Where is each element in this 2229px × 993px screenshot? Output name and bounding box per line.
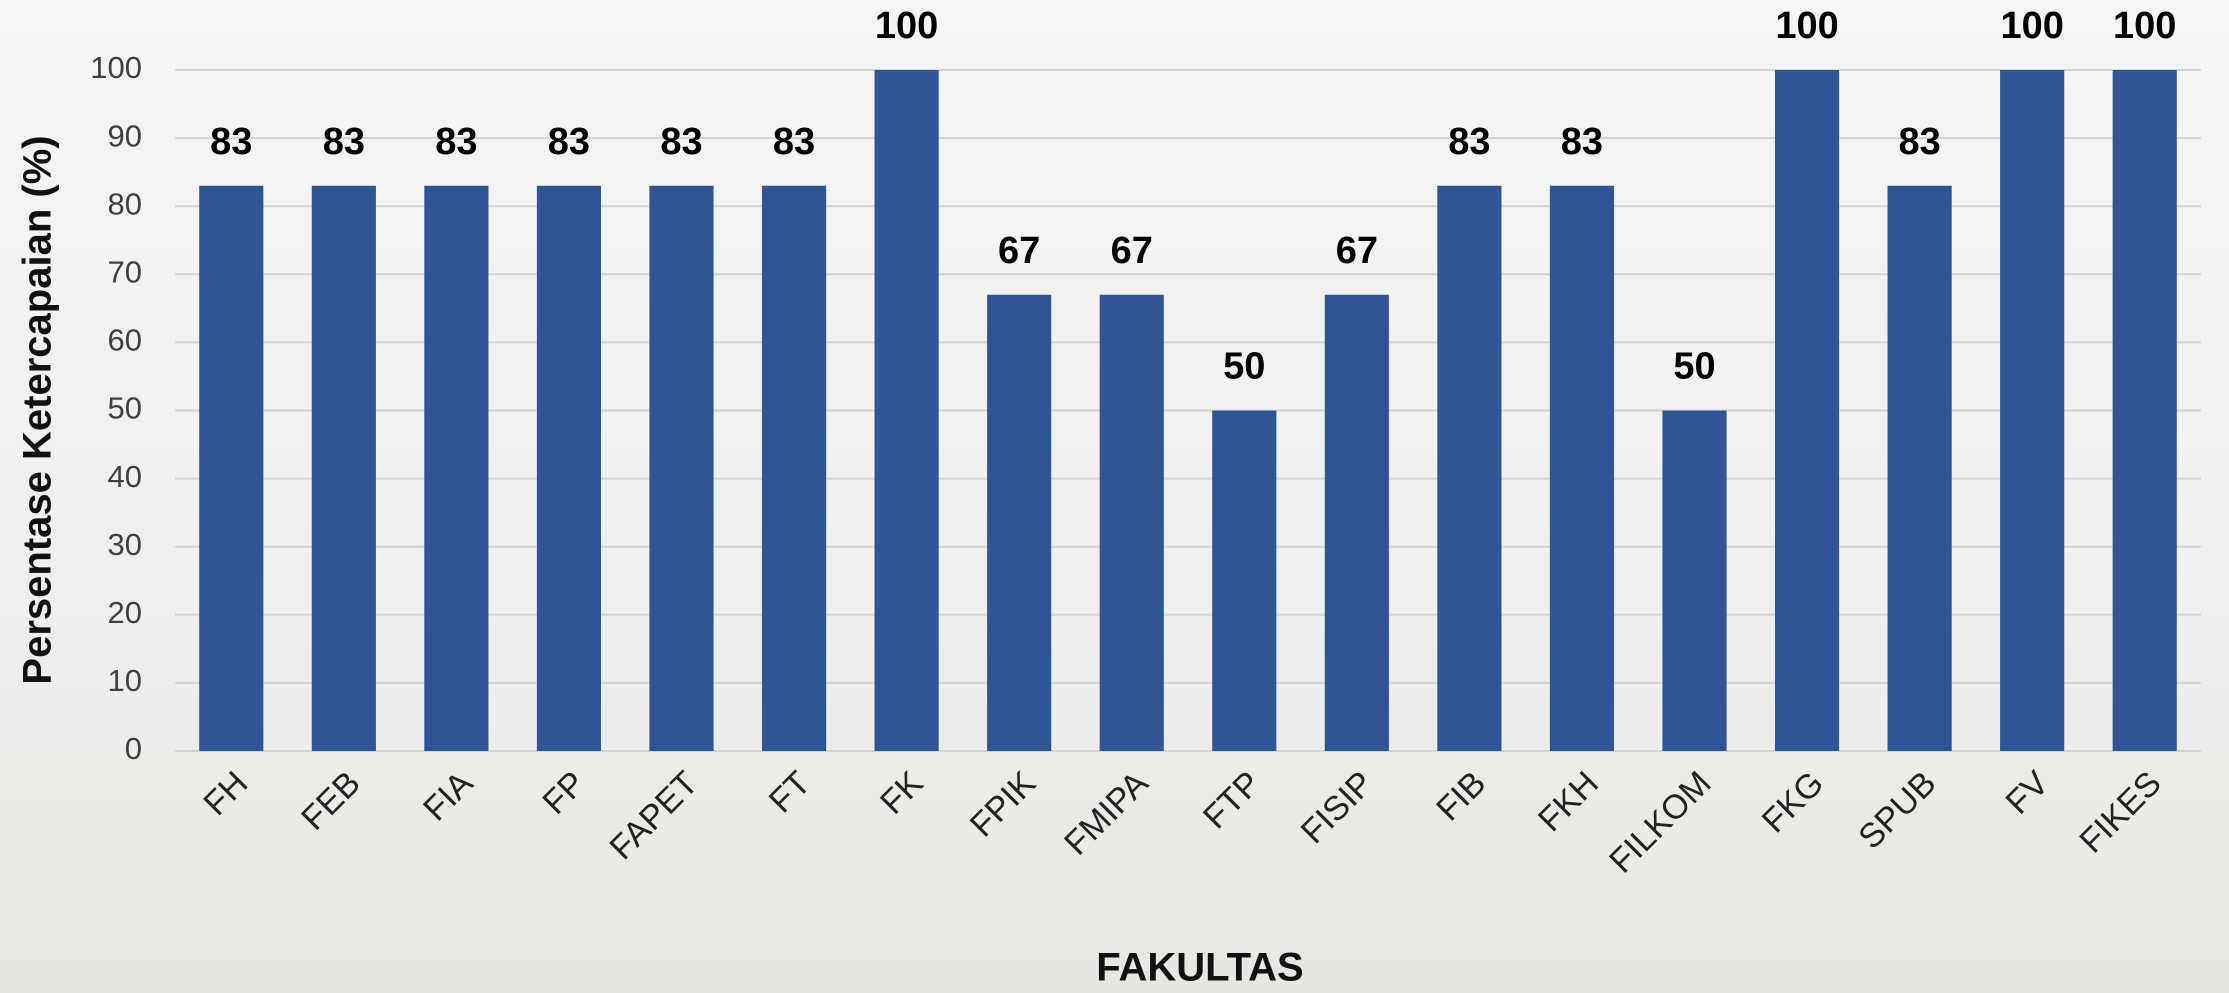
value-label: 50 <box>1223 346 1265 388</box>
bar <box>2000 70 2065 751</box>
bar <box>199 185 264 751</box>
value-label: 83 <box>548 121 590 163</box>
bar <box>1887 185 1952 751</box>
y-tick-label: 100 <box>90 50 142 85</box>
y-tick-label: 20 <box>108 595 142 630</box>
bar <box>536 185 602 751</box>
value-label: 83 <box>210 121 252 163</box>
bar <box>1662 410 1727 751</box>
value-label: 83 <box>1561 121 1603 163</box>
value-label: 100 <box>2113 5 2176 47</box>
bar <box>1774 70 1840 751</box>
y-tick-label: 60 <box>108 323 142 358</box>
bar <box>2112 70 2177 751</box>
bar <box>1549 185 1615 751</box>
value-label: 83 <box>1448 121 1490 163</box>
value-label: 83 <box>1898 121 1940 163</box>
value-label: 67 <box>998 230 1040 272</box>
bar <box>987 294 1052 751</box>
y-tick-label: 50 <box>108 391 142 426</box>
bar <box>1324 294 1389 751</box>
y-tick-label: 70 <box>108 254 142 289</box>
y-tick-label: 40 <box>108 459 142 494</box>
value-label: 100 <box>875 5 938 47</box>
bar <box>424 185 489 751</box>
value-label: 83 <box>773 121 815 163</box>
value-label: 50 <box>1673 346 1715 388</box>
y-tick-label: 80 <box>108 186 142 221</box>
y-tick-label: 10 <box>108 663 142 698</box>
y-tick-label: 30 <box>108 527 142 562</box>
bar <box>1437 185 1502 751</box>
value-label: 100 <box>1775 5 1838 47</box>
y-tick-label: 90 <box>108 118 142 153</box>
y-axis-title: Persentase Ketercapaian (%) <box>16 135 60 684</box>
value-label: 67 <box>1111 230 1153 272</box>
value-label: 83 <box>435 121 477 163</box>
bar <box>311 185 376 751</box>
bar <box>874 70 939 751</box>
value-label: 83 <box>323 121 365 163</box>
x-axis-title: FAKULTAS <box>1096 946 1303 990</box>
bar <box>1099 294 1164 751</box>
value-label: 83 <box>660 121 702 163</box>
value-label: 100 <box>2000 5 2063 47</box>
y-tick-label: 0 <box>125 731 142 766</box>
value-label: 67 <box>1336 230 1378 272</box>
bar <box>649 185 714 751</box>
bar <box>1212 410 1277 751</box>
bar <box>761 185 827 751</box>
